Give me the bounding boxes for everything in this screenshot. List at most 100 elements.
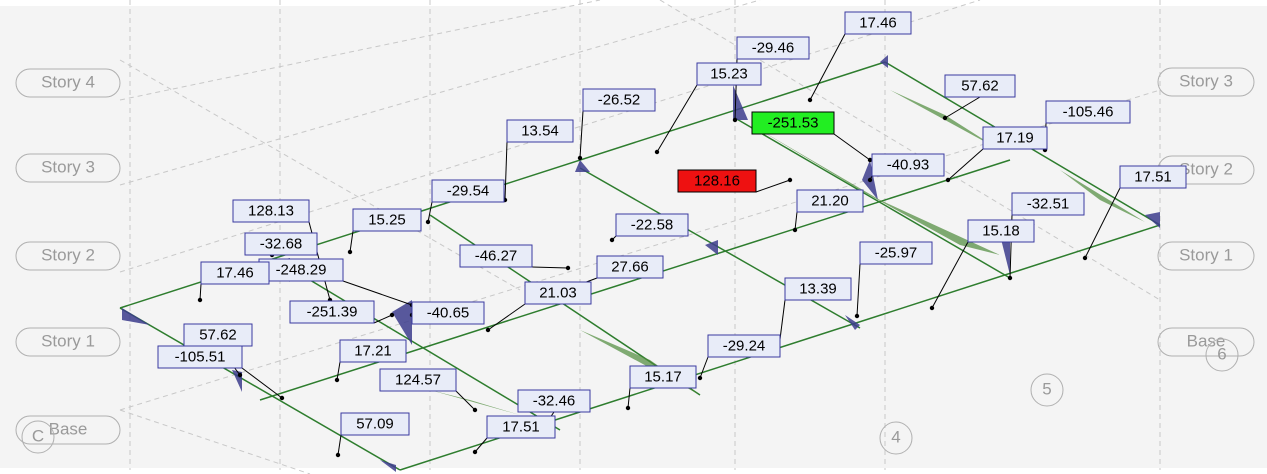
value-label: -105.46 — [1063, 103, 1114, 120]
grid-bubble — [1205, 338, 1239, 372]
grid-bubble-label: 5 — [1042, 379, 1051, 398]
leader-line — [241, 367, 283, 399]
labels: Story 4 Story 3 Story 2 Story 1 Base Story 3 S… — [15, 11, 1255, 458]
story-label: Story 2 — [1179, 159, 1233, 178]
value-box — [524, 281, 592, 305]
value-label: 57.09 — [356, 415, 394, 432]
value-box — [596, 255, 664, 279]
anchor-dot — [787, 177, 793, 183]
leader-line — [504, 141, 508, 201]
leader-line — [373, 314, 393, 324]
leader-line — [627, 387, 631, 409]
value-box — [1119, 165, 1187, 189]
anchor-dot — [347, 249, 353, 255]
anchor-dot — [625, 405, 631, 411]
anchor-dot — [577, 155, 583, 161]
value-box — [244, 232, 318, 256]
value-box — [411, 301, 485, 325]
value-label: -32.46 — [533, 392, 576, 409]
value-box — [232, 199, 310, 223]
story-label: Base — [49, 419, 88, 438]
bottom-edge — [0, 468, 1267, 474]
anchor-dot — [389, 312, 395, 318]
value-label: 57.62 — [961, 77, 999, 94]
value-box — [200, 261, 270, 285]
story-pill — [15, 241, 121, 271]
value-box — [517, 389, 591, 413]
leader-line — [487, 303, 526, 331]
value-label: 128.13 — [248, 202, 294, 219]
anchor-dot — [807, 97, 813, 103]
story-pill — [1157, 241, 1255, 271]
value-box — [751, 111, 835, 135]
leader-line — [809, 33, 846, 101]
story-pill — [1157, 67, 1255, 97]
anchor-dot — [697, 375, 703, 381]
value-label: 15.17 — [644, 368, 682, 385]
value-label: -40.93 — [887, 156, 930, 173]
story-pill — [15, 327, 121, 357]
value-label: -29.46 — [752, 39, 795, 56]
grid-bubble — [879, 421, 913, 455]
value-box — [339, 339, 407, 363]
value-label: -29.54 — [447, 182, 490, 199]
leader-line — [656, 84, 698, 153]
anchor-dot — [425, 219, 431, 225]
anchor-dot — [609, 237, 615, 243]
grid-bubble-label: C — [32, 426, 44, 445]
anchor-dot — [237, 372, 243, 378]
leader-line — [944, 96, 981, 119]
anchor-dot — [565, 265, 571, 271]
value-box — [696, 62, 762, 86]
value-label: -46.27 — [475, 247, 518, 264]
leader-line — [474, 437, 488, 453]
leader-line — [455, 390, 476, 411]
leader-line — [755, 179, 791, 193]
anchor-dot — [654, 149, 660, 155]
story-label: Story 3 — [1179, 71, 1233, 90]
anchor-dot — [732, 117, 738, 123]
value-label: -32.51 — [1027, 195, 1070, 212]
value-label: 13.54 — [521, 122, 559, 139]
value-box — [486, 415, 556, 439]
story-pill — [15, 415, 121, 445]
value-label: -29.24 — [723, 337, 766, 354]
leader-line — [427, 201, 433, 223]
value-box — [707, 334, 781, 358]
story-label: Story 4 — [41, 72, 95, 91]
value-label: 21.03 — [539, 284, 577, 301]
anchor-dot — [279, 395, 285, 401]
value-label: -32.68 — [260, 235, 303, 252]
value-label: -40.65 — [427, 304, 470, 321]
value-label: -25.97 — [875, 244, 918, 261]
value-box — [352, 208, 422, 232]
value-label: 17.51 — [502, 418, 540, 435]
value-box — [677, 169, 757, 193]
anchor-dot — [485, 327, 491, 333]
story-pill — [15, 68, 121, 98]
value-label: -251.39 — [307, 303, 358, 320]
value-box — [506, 119, 574, 143]
value-label: 27.66 — [611, 258, 649, 275]
value-label: 17.46 — [859, 14, 897, 31]
leader-line — [337, 434, 342, 456]
value-box — [1011, 192, 1085, 216]
value-box — [784, 277, 852, 301]
value-label: 17.21 — [354, 342, 392, 359]
value-box — [431, 179, 505, 203]
value-box — [379, 368, 457, 392]
value-box — [615, 213, 689, 237]
story-label: Story 3 — [41, 157, 95, 176]
value-label: 17.19 — [996, 129, 1034, 146]
value-box — [629, 365, 697, 389]
leader-line — [1084, 187, 1121, 259]
value-label: 15.23 — [710, 65, 748, 82]
value-box — [157, 345, 243, 369]
grid-bubble-label: 4 — [891, 427, 900, 446]
anchor-dot — [335, 452, 341, 458]
value-box — [967, 219, 1035, 243]
leader-line — [856, 263, 861, 317]
anchor-dot — [792, 227, 798, 233]
